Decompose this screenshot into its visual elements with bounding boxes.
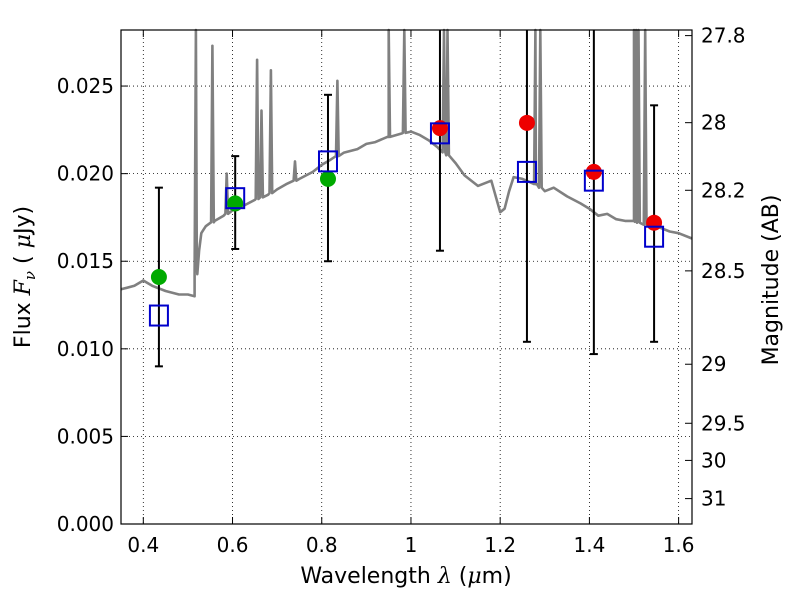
observed-flux-point [150, 269, 167, 285]
x-tick-label: 0.8 [306, 533, 338, 557]
y2-tick-label: 30 [701, 448, 726, 472]
y-tick-label: 0.015 [57, 249, 114, 273]
observed-flux-point [319, 170, 336, 187]
y2-tick-label: 28.5 [701, 259, 746, 283]
observed-flux-point [518, 114, 535, 131]
x-tick-label: 1.6 [663, 533, 695, 557]
y-tick-label: 0.010 [57, 337, 114, 361]
x-tick-label: 0.6 [217, 533, 249, 557]
plot-frame [120, 29, 693, 525]
model-band-square [317, 150, 338, 173]
y2-tick-label: 28.2 [701, 178, 746, 202]
y2-tick-label: 29 [701, 352, 726, 376]
axis-ticks: 0.4 0.6 0.8 1 1.2 1.4 1.6 0.000 0.005 0.010 0.015 0… [57, 24, 746, 557]
model-band-square [516, 160, 537, 183]
observed-flux-point [646, 214, 663, 231]
y-tick-label: 0.000 [57, 512, 114, 536]
y2-tick-label: 27.8 [701, 24, 746, 48]
model-band-square [583, 169, 604, 192]
x-tick-label: 1.4 [573, 533, 605, 557]
model-band-square [644, 225, 665, 248]
y2-tick-label: 29.5 [701, 411, 746, 435]
x-axis-label: Wavelength λ (μm) [300, 564, 511, 589]
y2-tick-label: 31 [701, 487, 726, 511]
model-band-square [225, 187, 246, 210]
y-tick-label: 0.020 [57, 162, 114, 186]
model-band-square [429, 122, 450, 145]
model-band-square [148, 304, 169, 327]
x-tick-label: 1 [405, 533, 418, 557]
x-tick-label: 0.4 [127, 533, 159, 557]
y2-tick-label: 28 [701, 111, 726, 135]
y-axis-label: Flux Fν ( μJy) [11, 206, 39, 348]
y-tick-label: 0.025 [57, 74, 114, 98]
model-spectrum-line [120, 28, 693, 298]
right-y-axis-label: Magnitude (AB) [759, 195, 784, 366]
data-markers-layer [148, 114, 665, 327]
y-tick-label: 0.005 [57, 424, 114, 448]
observed-flux-point [585, 163, 602, 180]
model-spectrum-layer [120, 28, 693, 298]
x-tick-label: 1.2 [484, 533, 516, 557]
